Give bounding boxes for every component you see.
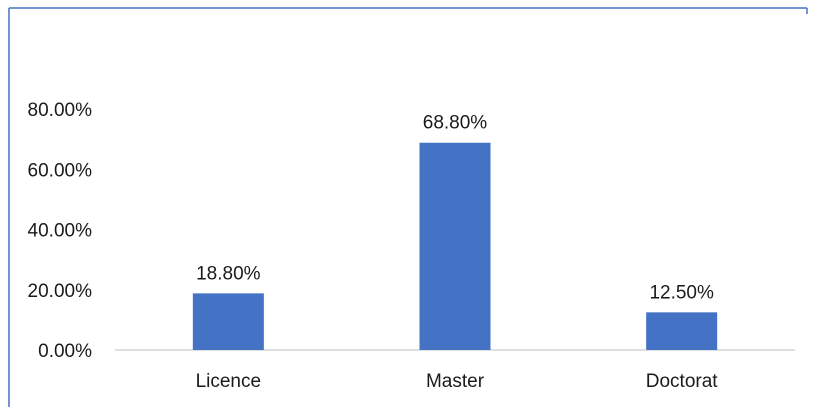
y-tick-label: 80.00% (28, 100, 93, 121)
frame-layer (8, 7, 808, 407)
y-tick-label: 0.00% (38, 341, 92, 362)
x-tick-label-doctorat: Doctorat (646, 371, 719, 392)
x-tick-label-master: Master (426, 371, 485, 392)
y-tick-label: 60.00% (28, 160, 93, 181)
labels-layer: 18.80% Licence 68.80% Master 12.50% Doctorat (196, 113, 719, 392)
bar-doctorat (646, 312, 718, 350)
x-tick-label-licence: Licence (196, 371, 262, 392)
bar-master (419, 142, 491, 350)
data-label-licence: 18.80% (196, 263, 261, 284)
data-label-doctorat: 12.50% (649, 282, 714, 303)
y-tick-label: 20.00% (28, 281, 93, 302)
data-label-master: 68.80% (423, 113, 488, 134)
bar-licence (192, 293, 264, 350)
bars-layer (192, 142, 718, 350)
y-tick-label: 40.00% (28, 221, 93, 242)
